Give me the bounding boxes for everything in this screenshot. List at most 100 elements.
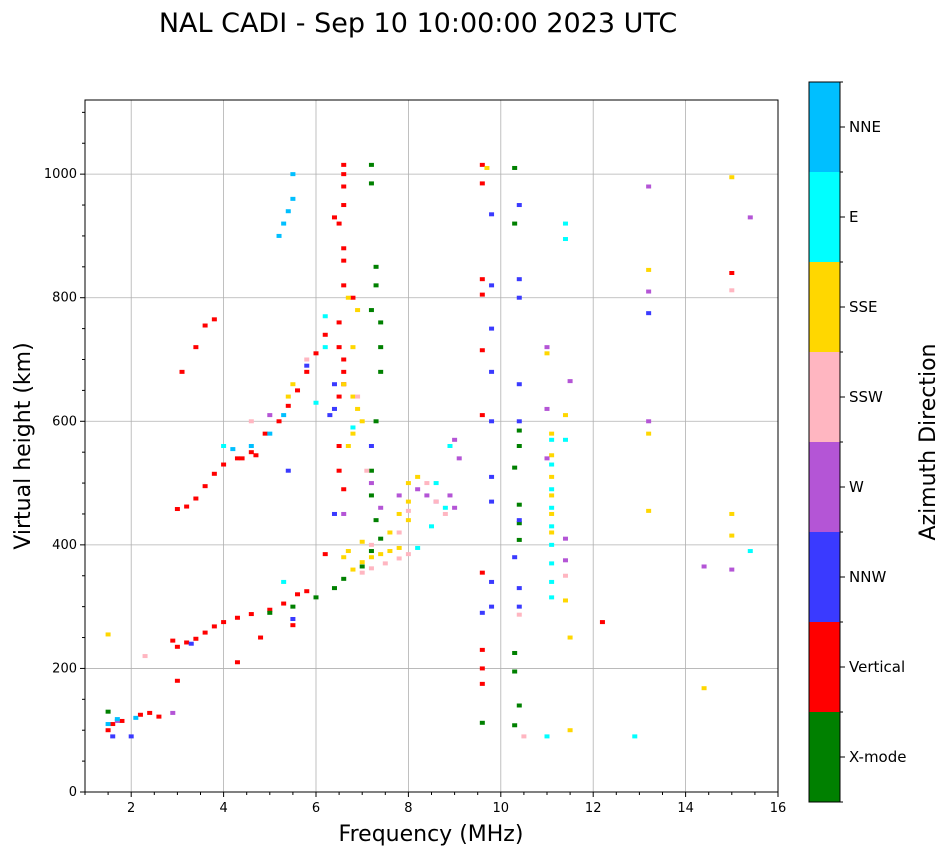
- data-point-sse: [378, 552, 384, 557]
- data-point-vertical: [179, 369, 185, 374]
- data-point-vertical: [479, 292, 485, 297]
- data-point-vertical: [599, 620, 605, 625]
- data-point-ssw: [304, 357, 310, 362]
- x-tick-label: 4: [219, 801, 227, 816]
- data-point-nne: [281, 221, 287, 226]
- data-point-x-mode: [105, 709, 111, 714]
- data-point-vertical: [341, 172, 347, 177]
- data-point-ssw: [405, 508, 411, 513]
- data-point-vertical: [267, 607, 273, 612]
- data-point-x-mode: [516, 521, 522, 526]
- data-point-nnw: [516, 419, 522, 424]
- data-point-vertical: [322, 332, 328, 337]
- data-point-ssw: [142, 654, 148, 659]
- data-point-sse: [355, 308, 361, 313]
- data-point-vertical: [304, 369, 310, 374]
- data-point-nnw: [516, 604, 522, 609]
- data-point-x-mode: [368, 308, 374, 313]
- data-point-ssw: [368, 566, 374, 571]
- data-point-x-mode: [512, 650, 518, 655]
- data-point-vertical: [479, 181, 485, 186]
- data-point-vertical: [211, 317, 217, 322]
- data-point-vertical: [479, 666, 485, 671]
- data-point-sse: [549, 493, 555, 498]
- colorbar-label-vertical: Vertical: [849, 658, 905, 676]
- colorbar-label-sse: SSE: [849, 298, 878, 316]
- data-point-ssw: [424, 481, 430, 486]
- data-point-sse: [359, 419, 365, 424]
- data-point-ssw: [355, 394, 361, 399]
- data-point-w: [341, 511, 347, 516]
- data-point-vertical: [262, 431, 268, 436]
- data-point-nne: [267, 431, 273, 436]
- data-point-e: [549, 437, 555, 442]
- data-point-w: [747, 215, 753, 220]
- data-point-nnw: [489, 283, 495, 288]
- data-point-w: [646, 184, 652, 189]
- data-point-e: [632, 734, 638, 739]
- data-point-sse: [285, 394, 291, 399]
- y-tick-label: 1000: [44, 167, 77, 182]
- colorbar-title: Azimuth Direction: [916, 343, 941, 540]
- data-point-w: [562, 536, 568, 541]
- data-point-sse: [341, 382, 347, 387]
- x-tick-label: 10: [493, 801, 510, 816]
- data-point-nnw: [489, 326, 495, 331]
- data-point-sse: [729, 175, 735, 180]
- data-point-e: [322, 345, 328, 350]
- data-point-vertical: [479, 647, 485, 652]
- data-point-vertical: [239, 456, 245, 461]
- data-point-vertical: [479, 348, 485, 353]
- data-point-x-mode: [368, 493, 374, 498]
- data-point-vertical: [110, 722, 116, 727]
- data-point-nnw: [512, 555, 518, 560]
- data-point-nne: [105, 722, 111, 727]
- data-point-vertical: [147, 710, 153, 715]
- data-point-w: [452, 437, 458, 442]
- colorbar-label-w: W: [849, 478, 864, 496]
- data-point-x-mode: [368, 549, 374, 554]
- data-point-nne: [290, 172, 296, 177]
- data-point-w: [267, 413, 273, 418]
- chart-title: NAL CADI - Sep 10 10:00:00 2023 UTC: [159, 8, 677, 39]
- colorbar-swatch-e: [809, 172, 840, 262]
- data-point-w: [415, 487, 421, 492]
- data-point-vertical: [276, 419, 282, 424]
- data-point-nnw: [646, 311, 652, 316]
- data-point-vertical: [479, 570, 485, 575]
- data-point-ssw: [396, 530, 402, 535]
- data-point-sse: [549, 474, 555, 479]
- data-point-ssw: [248, 419, 254, 424]
- data-point-nne: [230, 447, 236, 452]
- data-point-nnw: [516, 518, 522, 523]
- data-point-nnw: [331, 382, 337, 387]
- data-point-nnw: [479, 610, 485, 615]
- data-point-e: [562, 437, 568, 442]
- data-point-nnw: [516, 586, 522, 591]
- data-point-e: [281, 579, 287, 584]
- data-point-ssw: [382, 561, 388, 566]
- data-point-vertical: [290, 623, 296, 628]
- data-point-vertical: [170, 638, 176, 643]
- data-point-vertical: [341, 357, 347, 362]
- data-point-sse: [646, 508, 652, 513]
- data-point-w: [456, 456, 462, 461]
- data-point-x-mode: [290, 604, 296, 609]
- data-point-vertical: [479, 162, 485, 167]
- data-point-x-mode: [341, 576, 347, 581]
- data-point-x-mode: [368, 181, 374, 186]
- data-point-ssw: [396, 556, 402, 561]
- data-point-w: [452, 505, 458, 510]
- colorbar-label-ssw: SSW: [849, 388, 883, 406]
- data-point-sse: [359, 539, 365, 544]
- data-point-sse: [405, 518, 411, 523]
- data-point-x-mode: [378, 369, 384, 374]
- data-point-w: [646, 289, 652, 294]
- data-point-vertical: [331, 215, 337, 220]
- data-point-sse: [562, 413, 568, 418]
- data-point-nnw: [489, 369, 495, 374]
- data-point-e: [415, 545, 421, 550]
- data-point-nnw: [489, 604, 495, 609]
- data-point-vertical: [479, 413, 485, 418]
- data-point-vertical: [341, 184, 347, 189]
